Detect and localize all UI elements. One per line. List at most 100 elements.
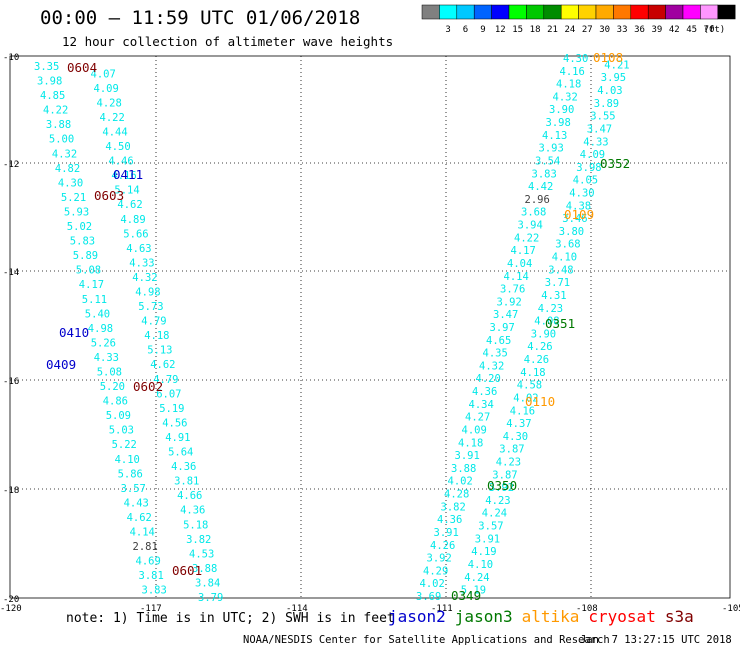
lon-label: -105: [722, 604, 740, 614]
swh-value: 4.53: [189, 548, 214, 560]
swh-value: 5.89: [73, 250, 98, 262]
swh-value: 4.26: [430, 540, 455, 552]
swh-value: 4.36: [171, 461, 196, 473]
lat-label: -14: [3, 268, 19, 278]
chart-title: 00:00 – 11:59 UTC 01/06/2018: [40, 7, 361, 29]
swh-value: 4.30: [503, 431, 528, 443]
swh-value: 4.02: [420, 578, 445, 590]
swh-value: 3.98: [546, 117, 571, 129]
swh-value: 3.92: [489, 482, 514, 494]
swh-value: 4.50: [105, 141, 130, 153]
swh-value: 4.32: [132, 272, 157, 284]
swh-value: 3.83: [532, 168, 557, 180]
scale-tick-label: 39: [651, 25, 662, 35]
pass-label: 0411: [113, 167, 143, 182]
scale-tick-label: 42: [669, 25, 680, 35]
swh-value: 3.80: [559, 226, 584, 238]
swh-value: 4.24: [464, 572, 489, 584]
pass-label: 0352: [600, 156, 630, 171]
swh-value: 4.20: [476, 373, 501, 385]
swh-value: 4.35: [483, 348, 508, 360]
swh-value: 5.19: [461, 585, 486, 597]
swh-value: 4.02: [513, 393, 538, 405]
pass-label: 0350: [487, 478, 517, 493]
swh-value: 4.28: [97, 97, 122, 109]
swh-value: 5.22: [112, 439, 137, 451]
scale-swatch: [717, 4, 736, 20]
swh-value: 4.33: [94, 352, 119, 364]
swh-value: 3.91: [434, 527, 459, 539]
swh-value: 3.82: [186, 534, 211, 546]
swh-value: 4.18: [520, 367, 545, 379]
generation-timestamp: Jan 7 13:27:15 UTC 2018: [580, 634, 732, 646]
swh-value: 3.90: [549, 104, 574, 116]
scale-tick-label: 27: [582, 25, 593, 35]
units-note: note: 1) Time is in UTC; 2) SWH is in fe…: [66, 611, 395, 626]
swh-value: 4.18: [556, 79, 581, 91]
swh-value: 3.83: [142, 585, 167, 597]
pass-label: 0110: [525, 394, 555, 409]
swh-value: 5.21: [61, 192, 86, 204]
swh-value: 5.08: [76, 265, 101, 277]
swh-value: 4.56: [162, 417, 187, 429]
swh-value: 4.02: [448, 476, 473, 488]
swh-value: 4.65: [486, 335, 511, 347]
swh-value: 3.48: [548, 264, 573, 276]
swh-value: 5.64: [168, 447, 193, 459]
swh-value: 3.89: [594, 98, 619, 110]
swh-value: 4.44: [102, 127, 127, 139]
swh-value: 4.36: [472, 386, 497, 398]
swh-value: 4.23: [538, 303, 563, 315]
swh-value: 3.90: [531, 328, 556, 340]
lat-label: -16: [3, 377, 19, 387]
swh-value: 4.36: [180, 505, 205, 517]
swh-value: 5.83: [70, 236, 95, 248]
swh-value: 3.47: [587, 124, 612, 136]
swh-value: 5.14: [114, 185, 139, 197]
lat-label: -12: [3, 160, 19, 170]
map-frame: [9, 55, 731, 599]
swh-value: 3.91: [475, 533, 500, 545]
swh-value: 3.69: [416, 591, 441, 603]
swh-value: 4.30: [563, 53, 588, 65]
swh-value: 4.62: [150, 359, 175, 371]
swh-value: 3.87: [499, 444, 524, 456]
lon-label: -108: [576, 604, 598, 614]
scale-tick-label: 12: [495, 25, 506, 35]
legend-item-altika: altika: [521, 607, 580, 626]
swh-value: 2.96: [525, 194, 550, 206]
lat-lon-grid: [9, 55, 731, 599]
swh-value: 4.27: [465, 412, 490, 424]
swh-value: 4.62: [127, 512, 152, 524]
scale-tick-label: 3: [445, 25, 450, 35]
swh-value: 5.02: [67, 221, 92, 233]
pass-label: 0108: [593, 50, 623, 65]
swh-value: 5.86: [118, 468, 143, 480]
swh-value: 3.57: [478, 521, 503, 533]
scale-tick-label: 6: [463, 25, 468, 35]
lon-label: -111: [431, 604, 453, 614]
scale-tick-label: 18: [530, 25, 541, 35]
swh-value: 4.16: [560, 66, 585, 78]
swh-value: 4.79: [141, 316, 166, 328]
scale-tick-label: 9: [480, 25, 485, 35]
swh-value: 4.23: [496, 457, 521, 469]
swh-value: 4.19: [471, 546, 496, 558]
lat-label: -20: [3, 595, 19, 605]
swh-value: 2.81: [133, 541, 158, 553]
swh-value: 4.42: [528, 181, 553, 193]
scale-tick-label: 15: [512, 25, 523, 35]
swh-value: 3.54: [535, 156, 560, 168]
swh-value: 4.10: [468, 559, 493, 571]
legend-item-jason2: jason2: [388, 607, 446, 626]
swh-value: 5.73: [138, 301, 163, 313]
swh-value: 3.95: [601, 72, 626, 84]
swh-value: 4.03: [597, 85, 622, 97]
swh-value: 4.08: [534, 316, 559, 328]
swh-value: 3.92: [497, 296, 522, 308]
swh-value: 4.32: [52, 148, 77, 160]
swh-value: 4.09: [580, 149, 605, 161]
swh-value: 4.14: [504, 271, 529, 283]
swh-value: 3.68: [555, 239, 580, 251]
